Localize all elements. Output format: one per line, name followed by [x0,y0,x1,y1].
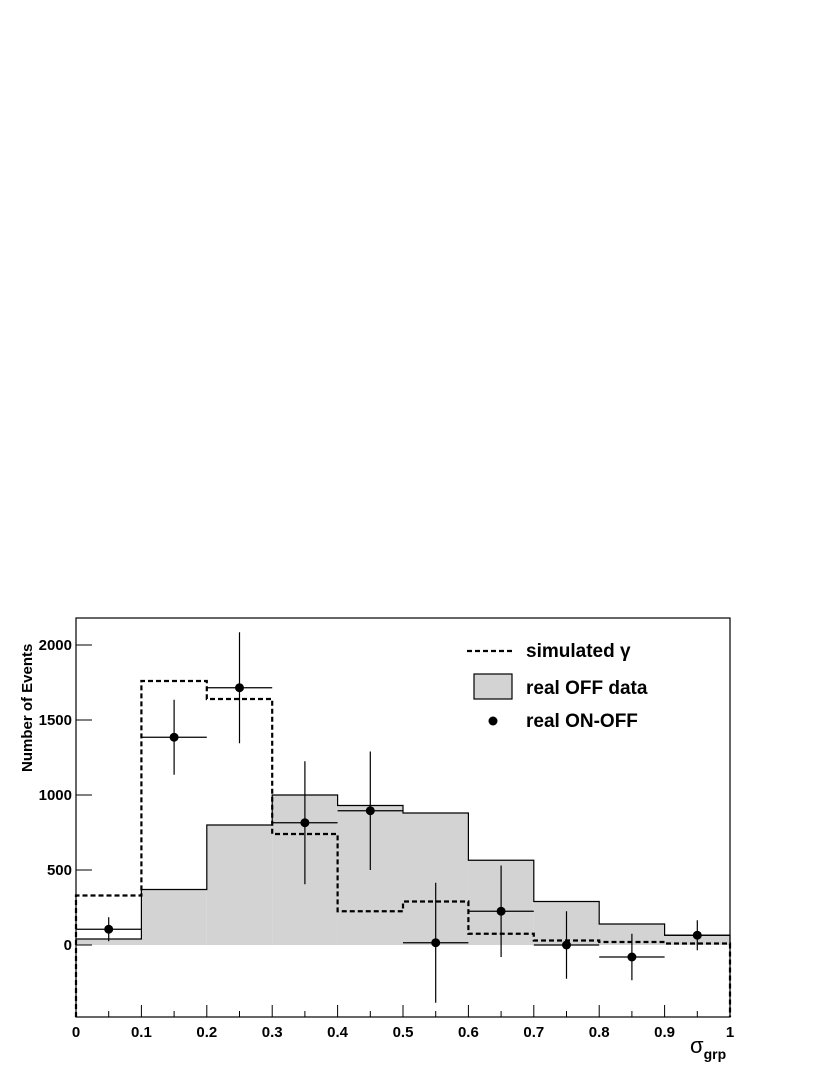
on-off-point [300,818,310,828]
y-tick-label: 1000 [39,787,72,804]
on-off-point [235,683,244,693]
legend-off-label: real OFF data [526,678,648,699]
y-axis: 0 500 1000 1500 2000 [39,637,92,954]
off-data-bar [206,825,273,945]
off-data-bar [76,939,142,945]
on-off-point [496,906,506,916]
x-tick-label: 0.6 [458,1024,479,1041]
x-tick-label: 0.4 [327,1024,349,1041]
on-off-point [692,930,702,940]
x-tick-label: 0.7 [523,1024,544,1041]
on-off-point [562,940,571,950]
y-tick-label: 2000 [39,637,72,654]
on-off-point [365,806,375,816]
x-tick-label: 0.3 [262,1024,283,1041]
legend-off-marker [473,673,513,700]
legend: simulated γ real OFF data real ON-OFF [467,641,648,732]
y-tick-label: 1500 [39,712,72,729]
legend-onoff-marker [488,716,498,726]
x-tick-label: 0.1 [131,1024,152,1041]
plot-area [74,617,732,1018]
on-off-point [627,952,637,962]
y-tick-label: 500 [47,862,72,879]
x-tick-label: 0.8 [589,1024,610,1041]
x-tick-label: 0.5 [393,1024,414,1041]
x-tick-label: 0.9 [654,1024,675,1041]
x-tick-label: 1 [726,1024,734,1041]
y-tick-label: 0 [64,937,72,954]
x-axis-title: σgrp [690,1033,726,1062]
x-axis: 0 0.1 0.2 0.3 0.4 0.5 0.6 0.7 0.8 0.9 1 [72,1005,734,1041]
x-tick-label: 0.2 [196,1024,217,1041]
on-off-point [104,924,114,934]
on-off-point [431,938,441,948]
on-off-point [169,732,179,742]
off-data-bar [141,889,207,945]
legend-simulated-label: simulated γ [526,641,631,662]
x-tick-label: 0 [72,1024,80,1041]
y-axis-title: Number of Events [19,644,36,772]
off-data-outline [75,794,731,945]
legend-onoff-label: real ON-OFF [526,711,638,732]
